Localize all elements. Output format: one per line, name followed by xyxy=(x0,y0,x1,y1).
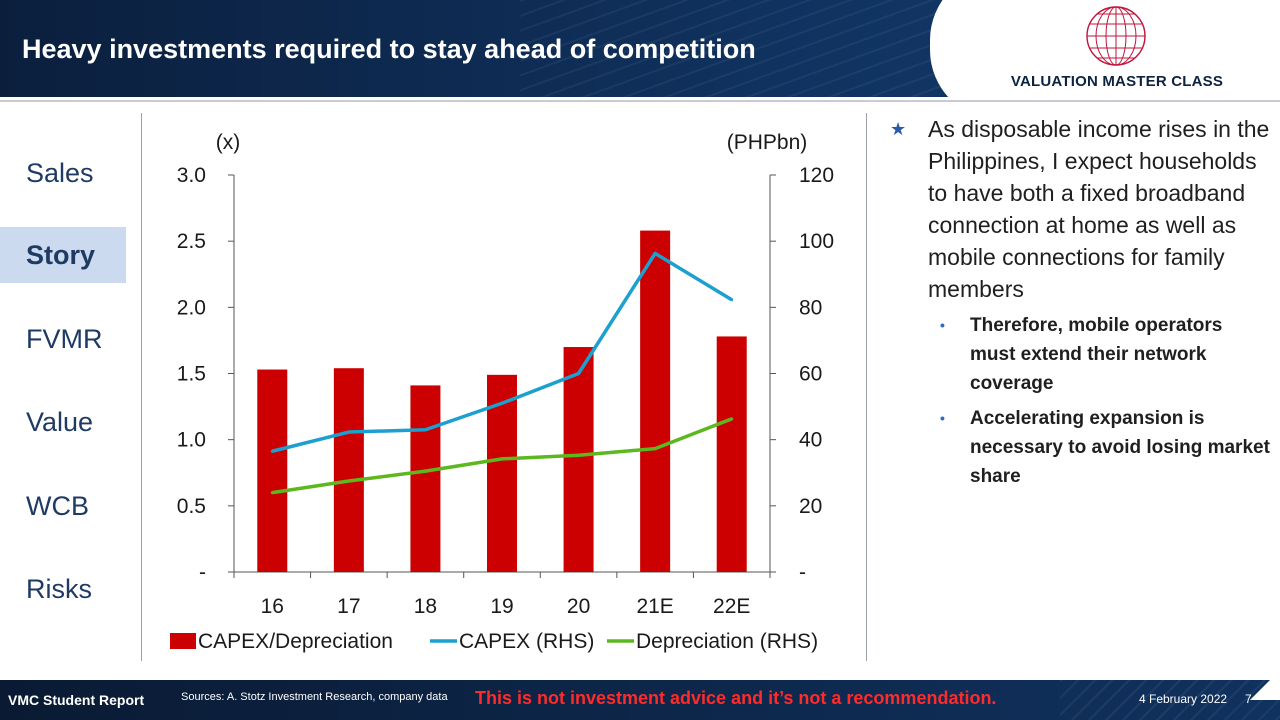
x-tick-label: 22E xyxy=(713,595,750,618)
point-depreciation xyxy=(270,491,274,495)
left-tick-label: 1.5 xyxy=(177,363,206,386)
bullet-sub: • Accelerating expansion is necessary to… xyxy=(890,404,1270,491)
header-pattern xyxy=(520,0,1000,97)
left-divider xyxy=(141,113,142,661)
right-tick-label: 100 xyxy=(799,230,834,253)
x-tick-label: 21E xyxy=(636,595,673,618)
nav-item-risks[interactable]: Risks xyxy=(26,574,92,604)
header-bar: Heavy investments required to stay ahead… xyxy=(0,0,1280,97)
footer-pattern xyxy=(1060,680,1280,720)
legend-label-capex: CAPEX (RHS) xyxy=(459,630,594,653)
point-depreciation xyxy=(500,457,504,461)
page-number: 7 xyxy=(1245,692,1252,706)
bullet-sub-text: Accelerating expansion is necessary to a… xyxy=(970,408,1270,487)
commentary: ★ As disposable income rises in the Phil… xyxy=(890,113,1270,491)
right-divider xyxy=(866,113,867,661)
point-depreciation xyxy=(577,453,581,457)
point-depreciation xyxy=(730,417,734,421)
star-bullet-icon: ★ xyxy=(890,119,907,139)
point-depreciation xyxy=(347,479,351,483)
x-tick-label: 20 xyxy=(567,595,590,618)
right-tick-label: 20 xyxy=(799,495,822,518)
x-tick-label: 18 xyxy=(414,595,437,618)
right-tick-label: 60 xyxy=(799,363,822,386)
right-tick-label: 120 xyxy=(799,164,834,187)
point-depreciation xyxy=(653,447,657,451)
dot-bullet-icon: • xyxy=(940,317,945,333)
right-tick-label: 40 xyxy=(799,429,822,452)
x-tick-label: 17 xyxy=(337,595,360,618)
bullet-sub-text: Therefore, mobile operators must extend … xyxy=(970,315,1223,394)
bullet-main: ★ As disposable income rises in the Phil… xyxy=(890,113,1270,305)
page-title: Heavy investments required to stay ahead… xyxy=(22,34,756,64)
point-capex xyxy=(730,298,734,302)
point-capex xyxy=(500,401,504,405)
sources-note: Sources: A. Stotz Investment Research, c… xyxy=(181,691,448,703)
right-tick-label: - xyxy=(799,561,806,584)
bar-capex-depreciation xyxy=(563,347,594,572)
point-capex xyxy=(423,428,427,432)
legend-label-capex-depreciation: CAPEX/Depreciation xyxy=(198,630,393,653)
logo-text: VALUATION MASTER CLASS xyxy=(1010,73,1224,90)
left-tick-label: - xyxy=(199,561,206,584)
bar-capex-depreciation xyxy=(257,369,288,572)
left-tick-label: 3.0 xyxy=(177,164,206,187)
legend-label-depreciation: Depreciation (RHS) xyxy=(636,630,818,653)
footer-corner xyxy=(1250,680,1280,700)
point-capex xyxy=(270,449,274,453)
report-date: 4 February 2022 xyxy=(1139,692,1228,706)
disclaimer: This is not investment advice and it’s n… xyxy=(475,688,997,708)
report-label: VMC Student Report xyxy=(8,692,145,708)
point-capex xyxy=(653,251,657,255)
nav-item-value[interactable]: Value xyxy=(26,407,94,437)
nav-item-story[interactable]: Story xyxy=(0,227,126,283)
globe-logo-icon xyxy=(1086,6,1146,66)
left-tick-label: 2.0 xyxy=(177,296,206,319)
capex-chart: - - 0.5 20 1.0 40 1.5 60 2.0 80 2.5 100 3.0 120 (x) (PH… xyxy=(170,131,834,653)
x-tick-label: 16 xyxy=(261,595,284,618)
bullet-main-text: As disposable income rises in the Philip… xyxy=(928,116,1270,302)
bar-capex-depreciation xyxy=(716,336,747,572)
legend-swatch-capex-depreciation xyxy=(170,633,196,649)
bar-capex-depreciation xyxy=(640,230,671,572)
right-axis-unit: (PHPbn) xyxy=(727,131,808,154)
point-capex xyxy=(577,372,581,375)
left-tick-label: 2.5 xyxy=(177,230,206,253)
left-tick-label: 1.0 xyxy=(177,429,206,452)
nav-item-sales[interactable]: Sales xyxy=(26,158,94,188)
x-tick-label: 19 xyxy=(490,595,513,618)
header-divider xyxy=(0,100,1280,102)
bar-capex-depreciation xyxy=(410,385,441,572)
right-tick-label: 80 xyxy=(799,296,822,319)
bar-capex-depreciation xyxy=(333,368,364,572)
left-tick-label: 0.5 xyxy=(177,495,206,518)
nav-item-fvmr[interactable]: FVMR xyxy=(26,324,103,354)
left-axis-unit: (x) xyxy=(216,131,241,154)
point-depreciation xyxy=(423,469,427,473)
nav-item-wcb[interactable]: WCB xyxy=(26,491,89,521)
footer-bar: VMC Student Report Sources: A. Stotz Inv… xyxy=(0,680,1280,720)
point-capex xyxy=(347,430,351,434)
dot-bullet-icon: • xyxy=(940,410,945,426)
bullet-sub: • Therefore, mobile operators must exten… xyxy=(890,311,1270,398)
